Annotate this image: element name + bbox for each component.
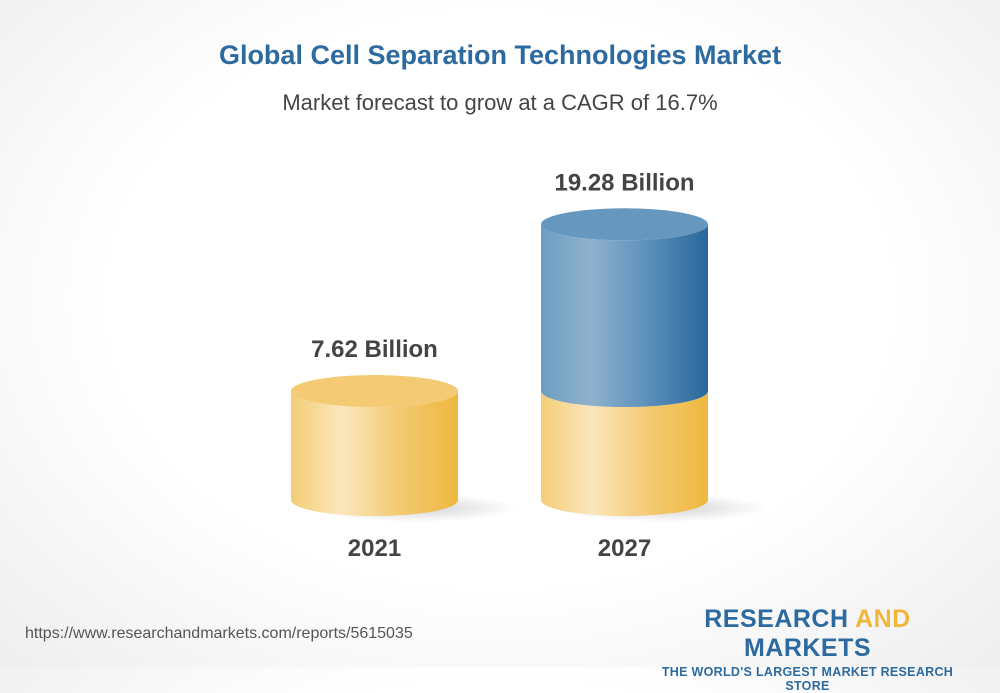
bar-growth-2027	[541, 224, 708, 408]
bar-base-2027	[541, 391, 708, 516]
bar-base-2021	[291, 391, 459, 516]
x-tick-label: 2021	[348, 535, 401, 562]
bar-top-2027	[541, 208, 708, 241]
data-label: 7.62 Billion	[311, 336, 438, 363]
research-and-markets-logo: RESEARCH AND MARKETS THE WORLD'S LARGEST…	[661, 605, 954, 693]
source-url[interactable]: https://www.researchandmarkets.com/repor…	[25, 625, 413, 642]
chart-subtitle: Market forecast to grow at a CAGR of 16.…	[282, 90, 718, 115]
bar-top-2021	[291, 375, 458, 408]
x-tick-label: 2027	[598, 535, 651, 562]
chart-title: Global Cell Separation Technologies Mark…	[218, 40, 782, 70]
data-label: 19.28 Billion	[554, 169, 694, 196]
chart-area: 7.62 Billion 2021 19.28 Billion 2027	[291, 169, 768, 562]
